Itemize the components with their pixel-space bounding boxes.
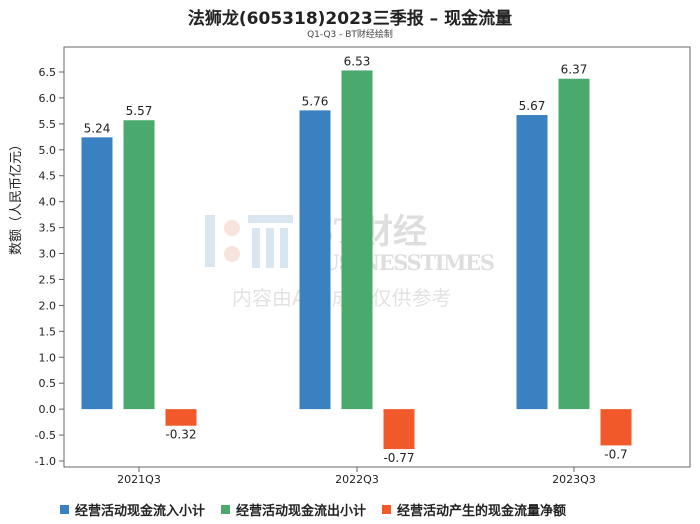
y-tick-label: 4.5 bbox=[39, 170, 57, 183]
legend-label-outflow: 经营活动现金流出小计 bbox=[236, 504, 367, 519]
watermark-logo-part bbox=[248, 215, 293, 223]
y-tick-label: 1.5 bbox=[39, 325, 57, 338]
bar bbox=[558, 78, 590, 410]
watermark-logo-part bbox=[266, 228, 274, 268]
legend-item-net[interactable]: 经营活动产生的现金流量净额 bbox=[382, 500, 566, 519]
y-tick-label: 1.0 bbox=[39, 351, 57, 364]
bar bbox=[600, 409, 632, 446]
y-tick-label: 3.0 bbox=[39, 248, 57, 261]
legend-label-inflow: 经营活动现金流入小计 bbox=[75, 504, 206, 519]
data-label: -0.77 bbox=[383, 451, 414, 465]
y-tick-label: 6.0 bbox=[39, 92, 57, 105]
legend-swatch-net bbox=[382, 505, 392, 514]
watermark-brand-en: BUSINESSTIMES bbox=[305, 250, 495, 275]
bar bbox=[516, 115, 548, 410]
y-tick-label: -1.0 bbox=[35, 455, 56, 468]
y-tick-label: 5.0 bbox=[39, 144, 57, 157]
data-label: -0.7 bbox=[604, 447, 627, 461]
bar bbox=[81, 137, 113, 410]
data-label: 5.57 bbox=[126, 104, 153, 118]
data-label: 6.37 bbox=[561, 63, 588, 77]
y-tick-label: 4.0 bbox=[39, 196, 57, 209]
y-tick-label: 3.5 bbox=[39, 222, 57, 235]
watermark-logo-part bbox=[280, 228, 288, 268]
x-tick-label: 2023Q3 bbox=[552, 473, 596, 486]
plot-frame bbox=[63, 46, 691, 468]
watermark-logo-part bbox=[252, 228, 260, 268]
legend-label-net: 经营活动产生的现金流量净额 bbox=[397, 504, 567, 519]
x-tick-label: 2022Q3 bbox=[335, 473, 379, 486]
legend-swatch-outflow bbox=[221, 505, 231, 514]
bar bbox=[341, 70, 373, 410]
y-tick-label: 6.5 bbox=[39, 66, 57, 79]
chart-subtitle: Q1-Q3 - BT财经绘制 bbox=[307, 30, 393, 40]
legend: 经营活动现金流入小计 经营活动现金流出小计 经营活动产生的现金流量净额 bbox=[60, 500, 566, 519]
x-tick-label: 2021Q3 bbox=[117, 473, 161, 486]
bar bbox=[123, 120, 155, 410]
y-tick-label: 2.0 bbox=[39, 299, 57, 312]
bar bbox=[299, 110, 331, 410]
y-tick-label: 0.5 bbox=[39, 377, 57, 390]
bar bbox=[165, 409, 197, 426]
watermark-logo-part bbox=[224, 246, 240, 262]
data-label: 5.24 bbox=[84, 121, 111, 135]
data-label: -0.32 bbox=[165, 428, 196, 442]
legend-item-outflow[interactable]: 经营活动现金流出小计 bbox=[221, 500, 366, 519]
watermark-logo-part bbox=[205, 215, 215, 267]
y-tick-label: -0.5 bbox=[35, 429, 56, 442]
y-tick-label: 2.5 bbox=[39, 273, 57, 286]
legend-swatch-inflow bbox=[60, 505, 69, 514]
chart-title: 法狮龙(605318)2023三季报 – 现金流量 bbox=[187, 9, 513, 29]
data-label: 5.76 bbox=[302, 94, 329, 108]
legend-item-inflow[interactable]: 经营活动现金流入小计 bbox=[60, 500, 205, 519]
bar bbox=[383, 409, 415, 450]
y-tick-label: 0.0 bbox=[39, 403, 57, 416]
y-tick-label: 5.5 bbox=[39, 118, 57, 131]
data-label: 5.67 bbox=[519, 99, 546, 113]
watermark-logo-part bbox=[224, 220, 240, 236]
data-label: 6.53 bbox=[344, 54, 371, 68]
